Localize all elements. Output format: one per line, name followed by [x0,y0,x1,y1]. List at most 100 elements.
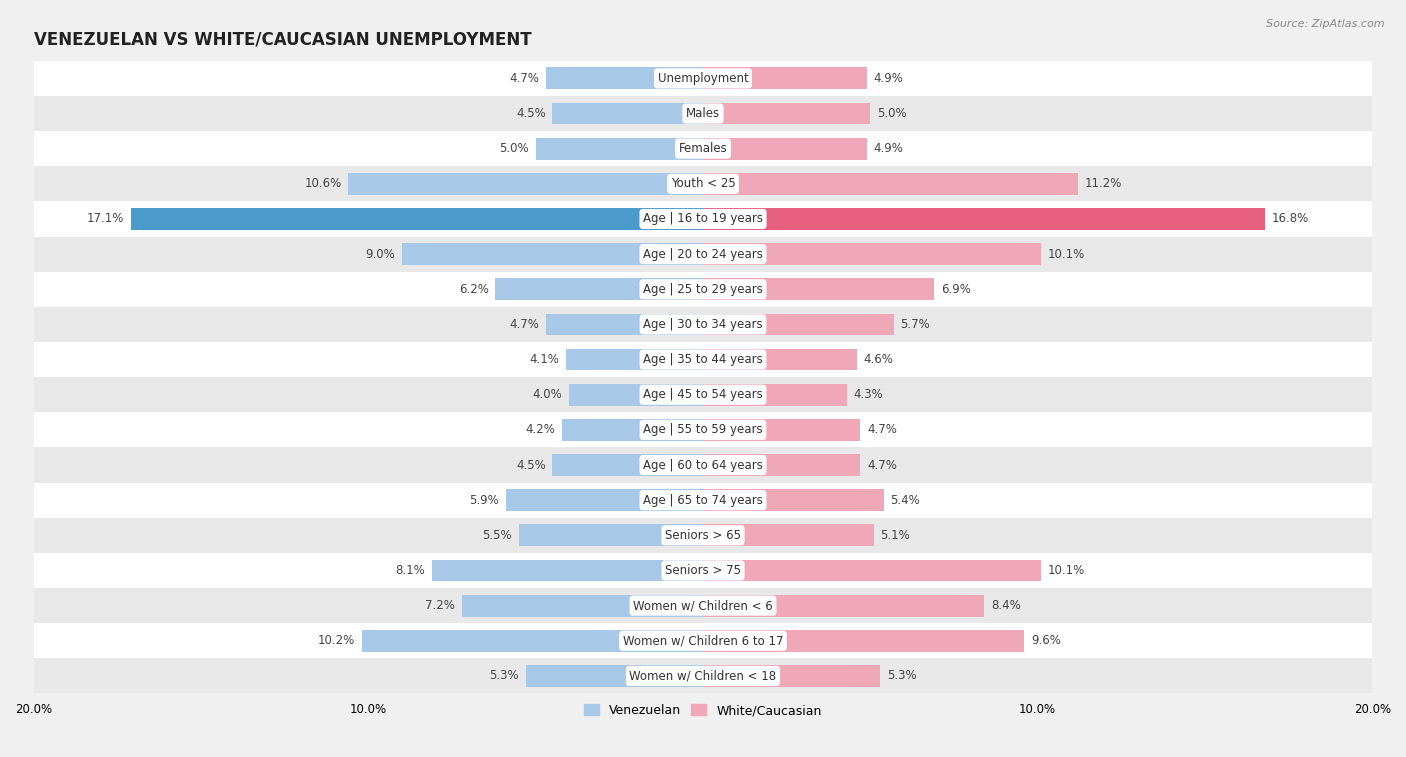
Text: 16.8%: 16.8% [1272,213,1309,226]
Legend: Venezuelan, White/Caucasian: Venezuelan, White/Caucasian [579,699,827,722]
Text: 10.6%: 10.6% [304,177,342,190]
Bar [432,559,703,581]
Bar [536,138,703,160]
Text: 8.4%: 8.4% [991,599,1021,612]
Bar [349,173,703,195]
Bar [506,489,703,511]
Bar [546,313,703,335]
Bar [34,447,1372,483]
Bar [34,659,1372,693]
Bar [703,103,870,124]
Text: 8.1%: 8.1% [395,564,425,577]
Bar [34,518,1372,553]
Text: 4.2%: 4.2% [526,423,555,436]
Bar [131,208,703,230]
Text: 5.1%: 5.1% [880,529,910,542]
Bar [703,665,880,687]
Bar [34,131,1372,167]
Bar [565,349,703,370]
Text: 9.0%: 9.0% [366,248,395,260]
Bar [34,61,1372,96]
Bar [519,525,703,547]
Bar [546,67,703,89]
Bar [703,419,860,441]
Bar [703,454,860,476]
Text: 5.7%: 5.7% [900,318,931,331]
Bar [34,623,1372,659]
Bar [34,377,1372,413]
Bar [34,588,1372,623]
Text: Women w/ Children 6 to 17: Women w/ Children 6 to 17 [623,634,783,647]
Text: 4.7%: 4.7% [509,318,538,331]
Text: 4.7%: 4.7% [868,423,897,436]
Bar [402,243,703,265]
Text: Age | 35 to 44 years: Age | 35 to 44 years [643,353,763,366]
Text: Women w/ Children < 6: Women w/ Children < 6 [633,599,773,612]
Bar [34,167,1372,201]
Bar [463,595,703,616]
Text: 4.7%: 4.7% [868,459,897,472]
Bar [34,96,1372,131]
Text: 4.0%: 4.0% [533,388,562,401]
Text: 17.1%: 17.1% [87,213,124,226]
Text: Age | 20 to 24 years: Age | 20 to 24 years [643,248,763,260]
Bar [34,342,1372,377]
Bar [703,208,1265,230]
Text: 10.1%: 10.1% [1047,564,1085,577]
Bar [34,201,1372,236]
Text: 6.9%: 6.9% [941,283,970,296]
Text: 11.2%: 11.2% [1084,177,1122,190]
Text: 10.2%: 10.2% [318,634,354,647]
Bar [703,173,1078,195]
Bar [34,236,1372,272]
Bar [553,103,703,124]
Bar [703,384,846,406]
Bar [703,525,873,547]
Bar [703,489,884,511]
Text: Women w/ Children < 18: Women w/ Children < 18 [630,669,776,682]
Text: Age | 25 to 29 years: Age | 25 to 29 years [643,283,763,296]
Bar [34,272,1372,307]
Text: Seniors > 65: Seniors > 65 [665,529,741,542]
Text: VENEZUELAN VS WHITE/CAUCASIAN UNEMPLOYMENT: VENEZUELAN VS WHITE/CAUCASIAN UNEMPLOYME… [34,30,531,48]
Text: 5.4%: 5.4% [890,494,920,506]
Text: Youth < 25: Youth < 25 [671,177,735,190]
Bar [34,553,1372,588]
Text: 5.0%: 5.0% [877,107,907,120]
Text: Unemployment: Unemployment [658,72,748,85]
Bar [703,630,1025,652]
Bar [361,630,703,652]
Text: 6.2%: 6.2% [458,283,489,296]
Bar [703,279,934,301]
Bar [34,483,1372,518]
Bar [34,307,1372,342]
Text: Males: Males [686,107,720,120]
Text: 5.3%: 5.3% [489,669,519,682]
Text: Source: ZipAtlas.com: Source: ZipAtlas.com [1267,19,1385,29]
Bar [703,138,868,160]
Text: Seniors > 75: Seniors > 75 [665,564,741,577]
Text: Age | 45 to 54 years: Age | 45 to 54 years [643,388,763,401]
Bar [703,67,868,89]
Text: 5.9%: 5.9% [470,494,499,506]
Bar [703,243,1040,265]
Text: 4.6%: 4.6% [863,353,894,366]
Bar [703,313,894,335]
Text: Females: Females [679,142,727,155]
Text: Age | 16 to 19 years: Age | 16 to 19 years [643,213,763,226]
Text: 7.2%: 7.2% [426,599,456,612]
Bar [495,279,703,301]
Bar [703,349,858,370]
Bar [553,454,703,476]
Text: 4.9%: 4.9% [873,72,904,85]
Text: 5.3%: 5.3% [887,669,917,682]
Text: 5.0%: 5.0% [499,142,529,155]
Text: 4.5%: 4.5% [516,459,546,472]
Text: Age | 30 to 34 years: Age | 30 to 34 years [643,318,763,331]
Text: 4.5%: 4.5% [516,107,546,120]
Bar [703,595,984,616]
Bar [526,665,703,687]
Text: Age | 55 to 59 years: Age | 55 to 59 years [643,423,763,436]
Text: 10.1%: 10.1% [1047,248,1085,260]
Text: Age | 60 to 64 years: Age | 60 to 64 years [643,459,763,472]
